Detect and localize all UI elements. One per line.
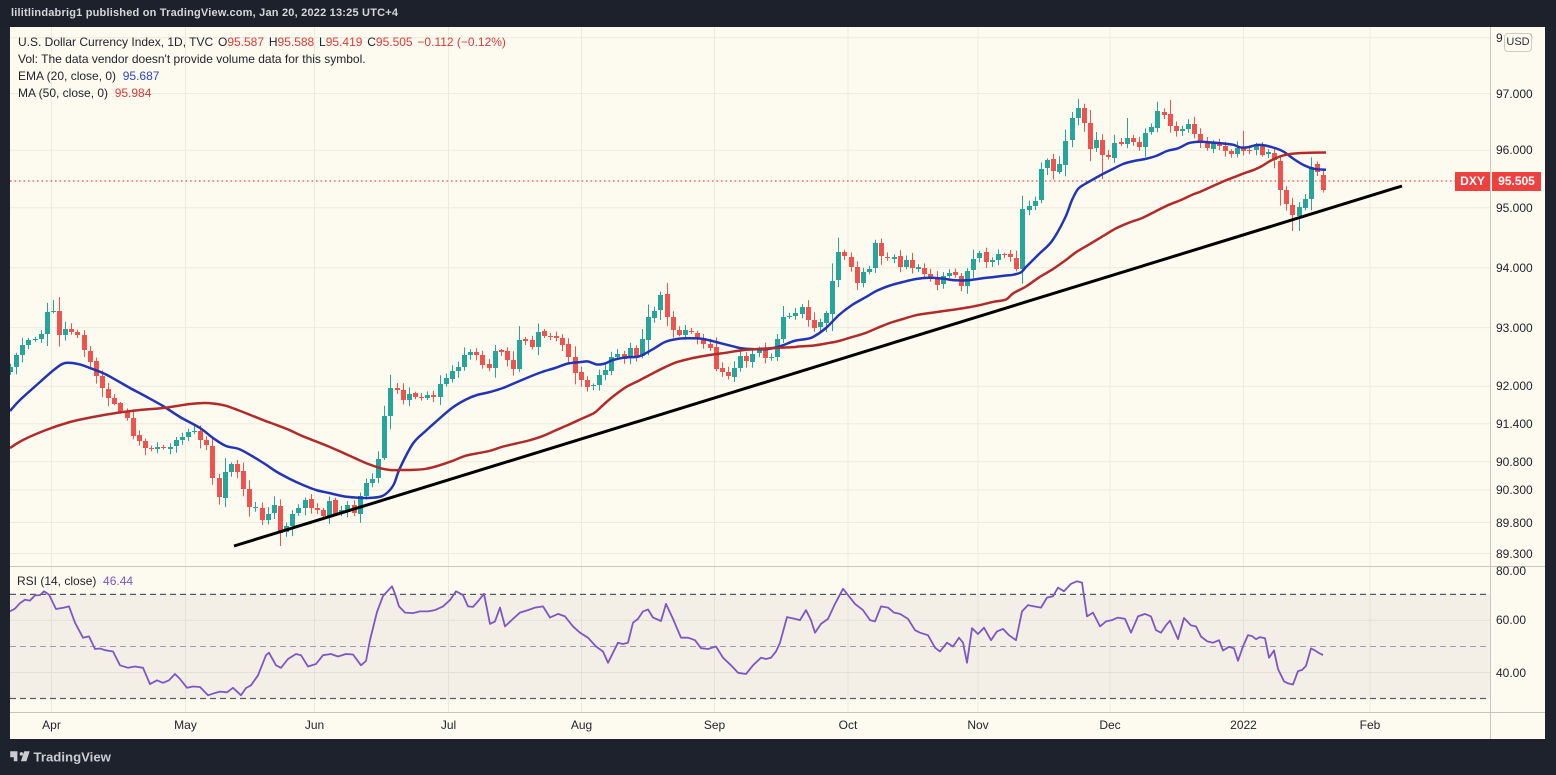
svg-text:TradingView: TradingView — [34, 750, 112, 765]
